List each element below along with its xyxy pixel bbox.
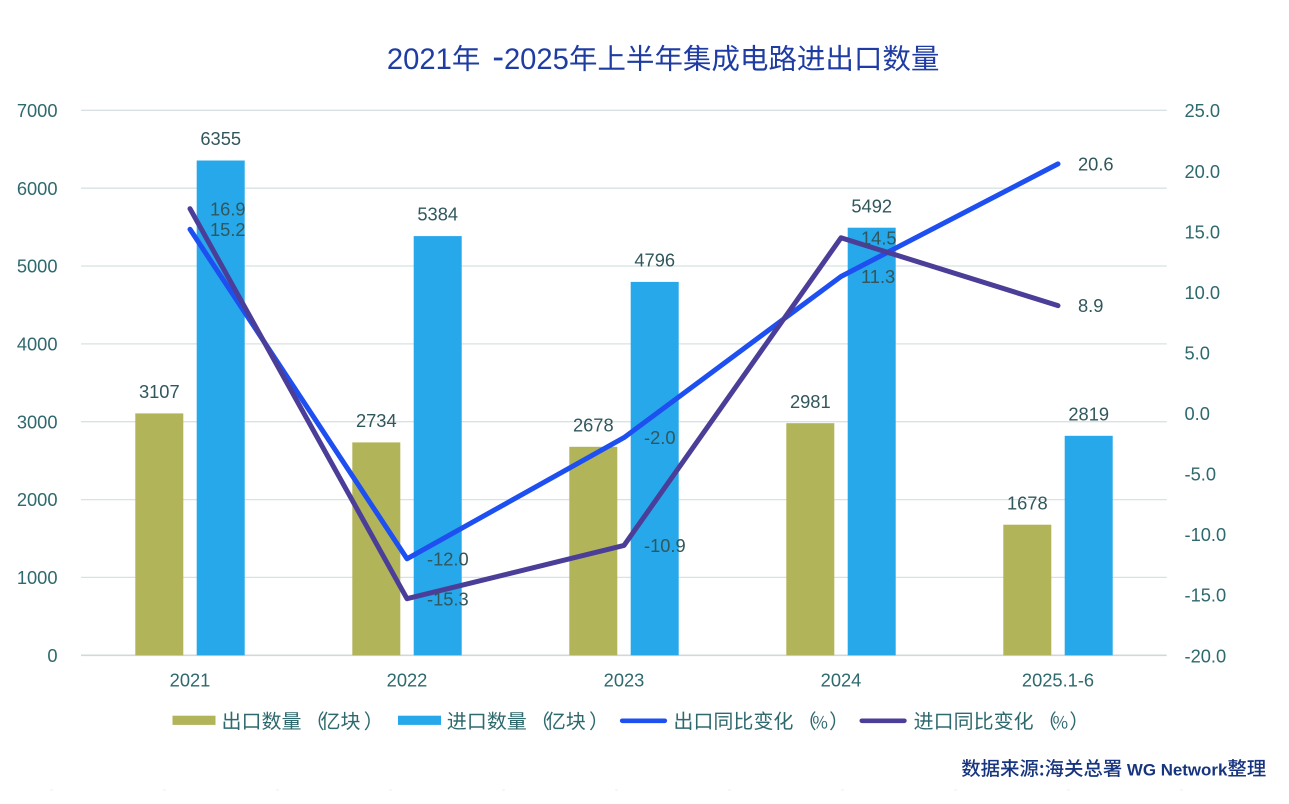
svg-text:8.9: 8.9 [1078,295,1103,316]
svg-text:-12.0: -12.0 [427,548,469,569]
svg-text:2025.1-6: 2025.1-6 [1022,670,1094,691]
svg-text:-15.3: -15.3 [427,588,469,609]
svg-text:4796: 4796 [634,250,675,271]
svg-text:2021: 2021 [387,44,452,76]
svg-text:1678: 1678 [1007,492,1048,513]
svg-text:15.2: 15.2 [210,219,246,240]
svg-text:11.3: 11.3 [861,266,895,287]
svg-text:2981: 2981 [790,391,831,412]
svg-text:-2.0: -2.0 [644,427,676,448]
svg-text:5384: 5384 [417,204,458,225]
svg-text:2819: 2819 [1068,403,1109,424]
svg-text:-20.0: -20.0 [1185,645,1227,666]
svg-text:2000: 2000 [17,489,58,510]
svg-text:5492: 5492 [851,195,892,216]
svg-text:-10.9: -10.9 [644,535,686,556]
svg-text:3000: 3000 [17,411,58,432]
svg-text:6000: 6000 [17,178,58,199]
svg-text:15.0: 15.0 [1185,221,1221,242]
svg-text:10.0: 10.0 [1185,282,1221,303]
svg-text:2021: 2021 [170,670,211,691]
svg-text:-10.0: -10.0 [1185,524,1227,545]
svg-text:25.0: 25.0 [1185,100,1221,121]
svg-text:WG Network: WG Network [1127,760,1228,779]
svg-text:4000: 4000 [17,333,58,354]
svg-text:16.9: 16.9 [210,198,246,219]
svg-text:2024: 2024 [821,670,862,691]
svg-text:14.5: 14.5 [861,227,897,248]
svg-text:7000: 7000 [17,100,58,121]
svg-text:-5.0: -5.0 [1185,464,1217,485]
svg-text:2023: 2023 [604,670,645,691]
svg-text:20.0: 20.0 [1185,161,1221,182]
svg-text:6355: 6355 [200,128,241,149]
svg-text:3107: 3107 [139,381,180,402]
svg-text:0.0: 0.0 [1185,403,1210,424]
svg-text:20.6: 20.6 [1078,153,1114,174]
svg-text:2025: 2025 [504,44,569,76]
svg-text:0: 0 [47,645,57,666]
svg-text:5000: 5000 [17,256,58,277]
svg-text:2022: 2022 [387,670,428,691]
svg-text:-15.0: -15.0 [1185,585,1227,606]
svg-text:2678: 2678 [573,414,614,435]
svg-text:5.0: 5.0 [1185,342,1210,363]
svg-text:2734: 2734 [356,410,397,431]
svg-text:1000: 1000 [17,567,58,588]
